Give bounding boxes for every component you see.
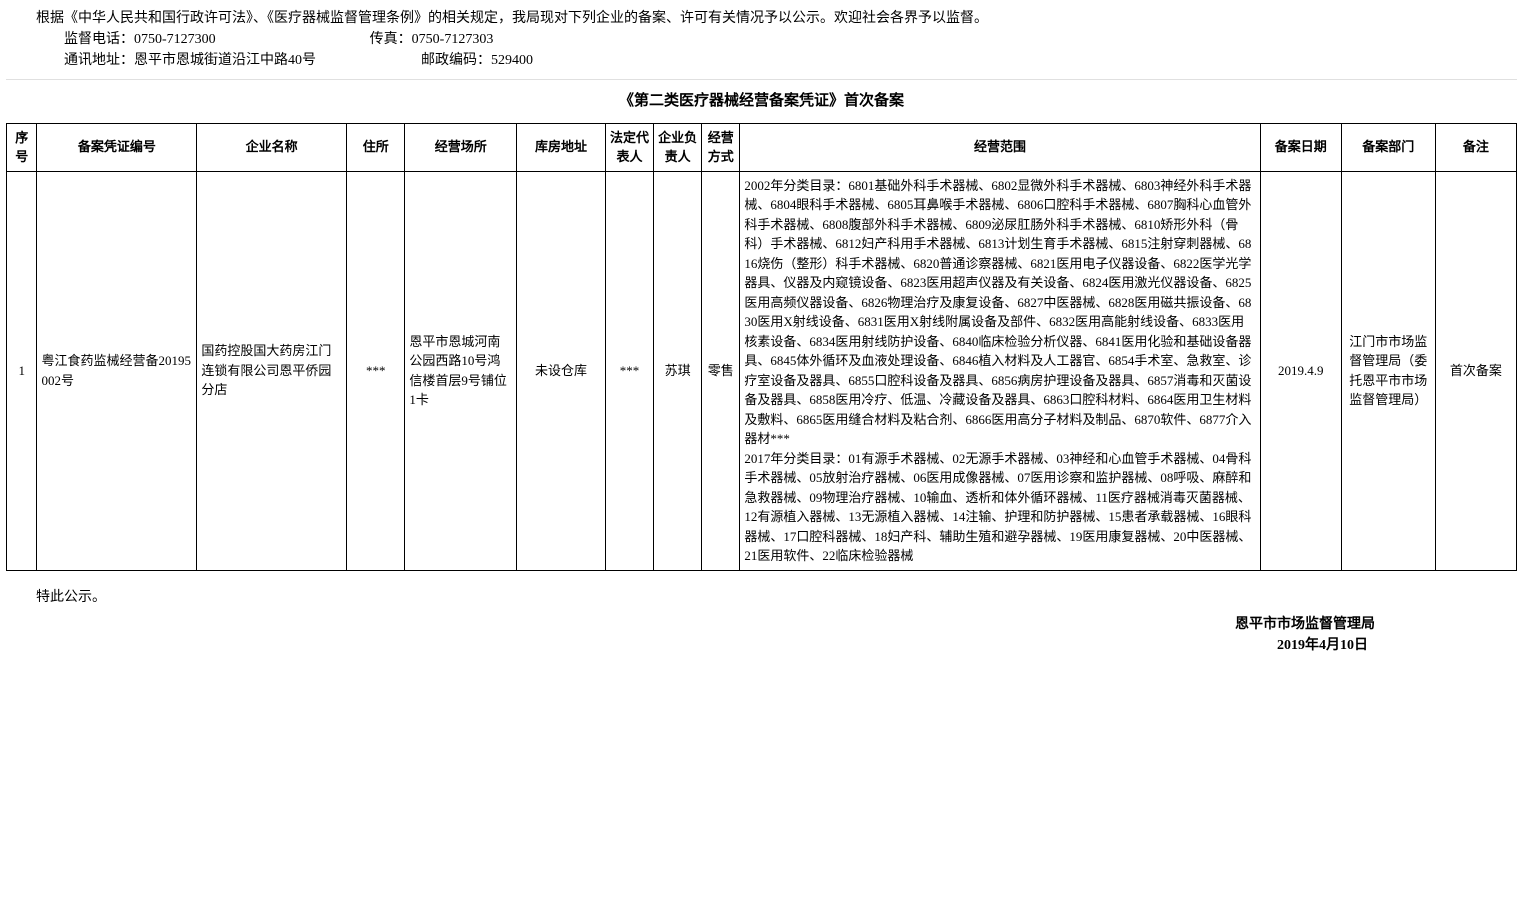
table-cell: 国药控股国大药房江门连锁有限公司恩平侨园分店	[197, 171, 347, 570]
intro-text: 根据《中华人民共和国行政许可法》、《医疗器械监督管理条例》的相关规定，我局现对下…	[8, 8, 1515, 29]
table-cell: 1	[7, 171, 37, 570]
table-column-header: 序号	[7, 123, 37, 171]
contact-row-1: 监督电话：0750-7127300 传真：0750-7127303	[8, 29, 1515, 50]
table-body: 1粤江食药监械经营备20195002号国药控股国大药房江门连锁有限公司恩平侨园分…	[7, 171, 1517, 570]
phone-value: 0750-7127300	[134, 32, 216, 47]
table-column-header: 备注	[1435, 123, 1516, 171]
table-cell: 首次备案	[1435, 171, 1516, 570]
section-title: 《第二类医疗器械经营备案凭证》首次备案	[6, 90, 1517, 113]
table-cell: 恩平市恩城河南公园西路10号鸿信楼首层9号铺位1卡	[405, 171, 517, 570]
table-cell: 未设仓库	[517, 171, 606, 570]
closing-signature: 恩平市市场监督管理局	[8, 614, 1375, 635]
table-column-header: 企业名称	[197, 123, 347, 171]
table-header-row: 序号备案凭证编号企业名称住所经营场所库房地址法定代表人企业负责人经营方式经营范围…	[7, 123, 1517, 171]
postal-label: 邮政编码：	[421, 53, 491, 68]
table-column-header: 备案部门	[1341, 123, 1435, 171]
table-cell: 江门市市场监督管理局（委托恩平市市场监督管理局）	[1341, 171, 1435, 570]
contact-row-2: 通讯地址：恩平市恩城街道沿江中路40号 邮政编码：529400	[8, 50, 1515, 71]
table-column-header: 备案日期	[1260, 123, 1341, 171]
closing-block: 特此公示。 恩平市市场监督管理局 2019年4月10日	[6, 587, 1517, 656]
postal-value: 529400	[491, 53, 533, 68]
intro-block: 根据《中华人民共和国行政许可法》、《医疗器械监督管理条例》的相关规定，我局现对下…	[6, 8, 1517, 71]
table-column-header: 经营方式	[702, 123, 740, 171]
table-cell: 粤江食药监械经营备20195002号	[37, 171, 197, 570]
table-cell: ***	[605, 171, 653, 570]
table-cell: ***	[347, 171, 405, 570]
table-column-header: 库房地址	[517, 123, 606, 171]
addr-value: 恩平市恩城街道沿江中路40号	[134, 53, 316, 68]
table-cell: 2019.4.9	[1260, 171, 1341, 570]
table-column-header: 经营范围	[740, 123, 1260, 171]
fax-value: 0750-7127303	[412, 32, 494, 47]
table-column-header: 企业负责人	[654, 123, 702, 171]
table-cell: 苏琪	[654, 171, 702, 570]
table-row: 1粤江食药监械经营备20195002号国药控股国大药房江门连锁有限公司恩平侨园分…	[7, 171, 1517, 570]
closing-note: 特此公示。	[8, 587, 1515, 608]
phone-label: 监督电话：	[64, 32, 134, 47]
table-column-header: 住所	[347, 123, 405, 171]
table-cell: 2002年分类目录：6801基础外科手术器械、6802显微外科手术器械、6803…	[740, 171, 1260, 570]
table-column-header: 经营场所	[405, 123, 517, 171]
table-column-header: 法定代表人	[605, 123, 653, 171]
table-column-header: 备案凭证编号	[37, 123, 197, 171]
records-table: 序号备案凭证编号企业名称住所经营场所库房地址法定代表人企业负责人经营方式经营范围…	[6, 123, 1517, 571]
fax-label: 传真：	[370, 32, 412, 47]
addr-label: 通讯地址：	[64, 53, 134, 68]
closing-date: 2019年4月10日	[8, 635, 1368, 656]
table-cell: 零售	[702, 171, 740, 570]
separator	[6, 79, 1517, 80]
